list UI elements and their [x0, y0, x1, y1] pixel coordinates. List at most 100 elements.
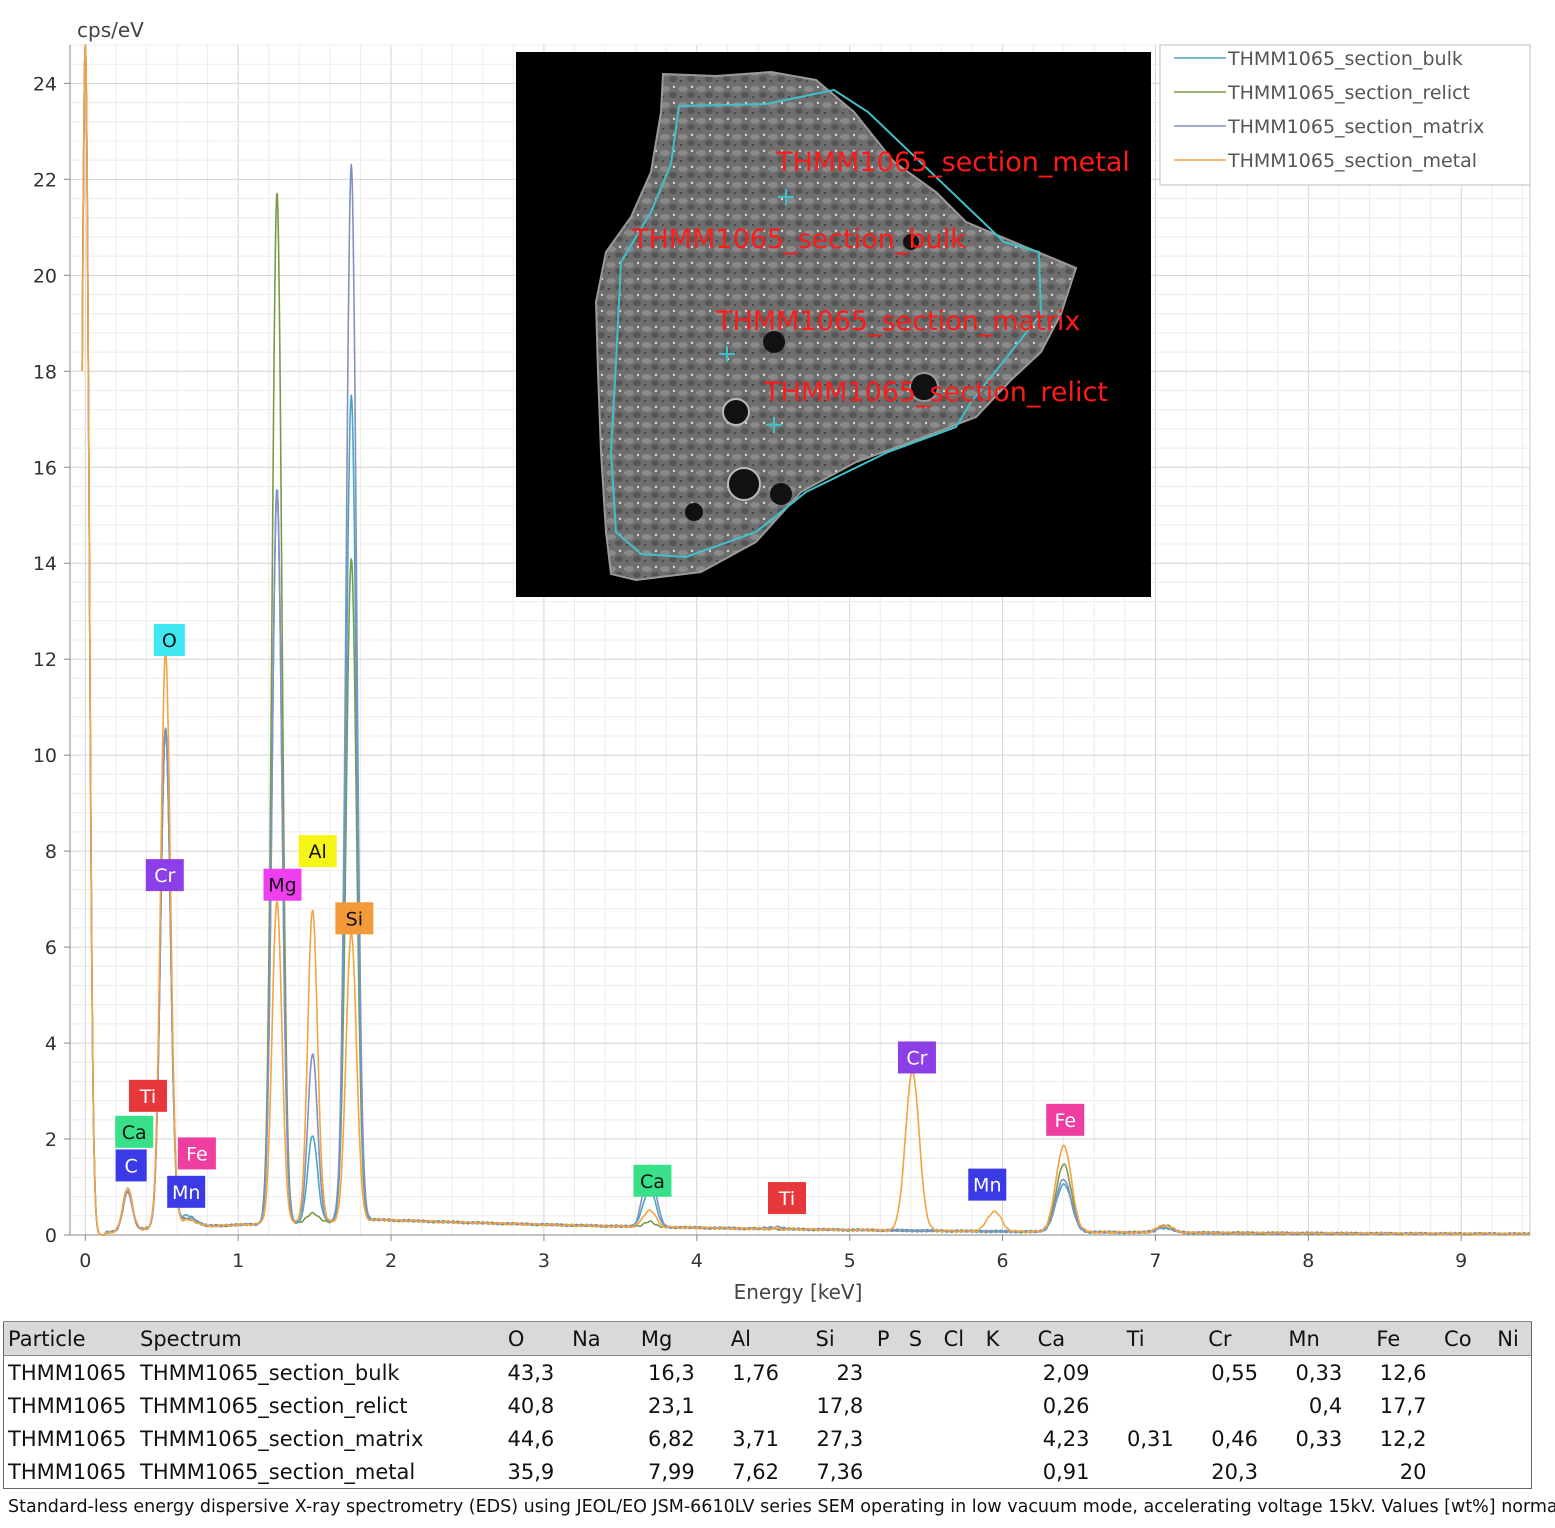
- cell-value: [867, 1389, 899, 1422]
- cell-value: [867, 1455, 900, 1489]
- peak-label-box: [263, 868, 302, 901]
- cell-value: 6,82: [648, 1426, 695, 1451]
- peak-label-text: O: [162, 630, 177, 652]
- x-tick-label: 6: [997, 1250, 1009, 1272]
- x-tick-label: 7: [1149, 1250, 1161, 1272]
- cell-value: 43,3: [507, 1360, 555, 1385]
- pore: [727, 467, 761, 501]
- peak-label-mn: Mn: [968, 1168, 1007, 1201]
- legend-entry: THMM1065_section_bulk: [1174, 48, 1463, 70]
- peak-labels: O Cr Ti Ca C Fe Mn Mg Al Si Ca Ti Cr Mn Fe: [115, 624, 1085, 1215]
- pore: [763, 331, 785, 353]
- header-si: Si: [783, 1321, 868, 1356]
- x-tick-label: 9: [1455, 1250, 1467, 1272]
- header-ca: Ca: [1009, 1321, 1094, 1356]
- pore: [722, 398, 750, 426]
- cell-value: 44,6: [507, 1426, 555, 1451]
- x-tick-label: 4: [691, 1250, 703, 1272]
- cell-value: 23: [836, 1360, 864, 1385]
- cell-value: [867, 1356, 899, 1390]
- y-tick-label: 4: [45, 1033, 57, 1055]
- inset-label-matrix: THMM1065_section_matrix: [716, 306, 1081, 337]
- header-mn: Mn: [1261, 1321, 1347, 1356]
- peak-label-ti: Ti: [768, 1182, 807, 1215]
- y-tick-label: 16: [33, 457, 57, 479]
- y-tick-label: 22: [33, 169, 57, 191]
- inset-label-relict: THMM1065_section_relict: [764, 377, 1108, 408]
- cell-value: [699, 1389, 783, 1422]
- cell-spectrum: THMM1065_section_relict: [140, 1393, 408, 1418]
- peak-label-text: C: [125, 1155, 138, 1177]
- peak-label-text: Fe: [186, 1143, 208, 1165]
- legend-entry: THMM1065_section_relict: [1174, 82, 1470, 104]
- cell-value: 0,55: [1211, 1360, 1258, 1385]
- legend-entry: THMM1065_section_matrix: [1174, 116, 1484, 138]
- particle-shape: [594, 70, 1078, 582]
- table-row: THMM1065 THMM1065_section_relict 40,8 23,1 1…: [4, 1389, 1532, 1422]
- header-spectrum: Spectrum: [136, 1321, 474, 1356]
- peak-label-mg: Mg: [263, 868, 302, 901]
- peak-label-box: [1046, 1103, 1085, 1136]
- cell-value: [1093, 1356, 1177, 1390]
- cell-value: [976, 1389, 1010, 1422]
- peak-label-box: [633, 1164, 672, 1197]
- pore: [685, 503, 703, 521]
- cell-value: [558, 1455, 615, 1489]
- cell-particle: THMM1065: [8, 1360, 127, 1385]
- cell-value: 0,33: [1295, 1360, 1343, 1385]
- cell-value: 20,3: [1177, 1455, 1262, 1489]
- cell-value: 1,76: [732, 1360, 780, 1385]
- cell-value: [931, 1455, 976, 1489]
- header-mg: Mg: [614, 1321, 699, 1356]
- peak-label-box: [128, 1079, 167, 1112]
- peak-label-box: [153, 624, 185, 656]
- header-o: O: [474, 1321, 559, 1356]
- cell-value: 2,09: [1042, 1360, 1090, 1385]
- sem-particle-graphic: [594, 70, 1078, 582]
- cell-value: 0,46: [1211, 1426, 1258, 1451]
- header-particle: Particle: [3, 1321, 136, 1356]
- cell-spectrum: THMM1065_section_matrix: [140, 1426, 424, 1451]
- peak-label-box: [167, 1175, 206, 1208]
- peak-label-text: Mn: [172, 1182, 200, 1204]
- peak-label-ti: Ti: [128, 1079, 167, 1112]
- cell-value: [932, 1389, 976, 1422]
- cell-value: 7,36: [783, 1455, 868, 1489]
- peak-label-text: Al: [309, 841, 327, 863]
- legend-label: THMM1065_section_metal: [1227, 150, 1477, 172]
- peak-label-box: [335, 902, 374, 935]
- legend: THMM1065_section_bulk THMM1065_section_re…: [1159, 44, 1531, 186]
- cell-value: [1261, 1455, 1347, 1489]
- cell-value: 0,33: [1295, 1426, 1343, 1451]
- cell-value: [976, 1422, 1010, 1455]
- y-tick-label: 2: [45, 1129, 57, 1151]
- cell-value: [1178, 1389, 1262, 1422]
- cell-value: [1430, 1356, 1485, 1390]
- inset-label-metal: THMM1065_section_metal: [776, 147, 1130, 178]
- inset-label-bulk: THMM1065_section_bulk: [632, 224, 966, 255]
- cell-value: 27,3: [816, 1426, 864, 1451]
- cross-marker-metal: [778, 189, 794, 205]
- peak-label-al: Al: [298, 835, 337, 868]
- legend-label: THMM1065_section_relict: [1227, 82, 1470, 104]
- eds-spectrum-chart: 0 1 2 3 4 5 6 7 8 9 0 2 4 6 8 10 12 14 16 18 20 22 24 O Cr Ti Ca C…: [33, 18, 1531, 1304]
- header-cl: Cl: [931, 1321, 976, 1356]
- cell-particle: THMM1065: [8, 1426, 127, 1451]
- y-tick-label: 18: [33, 361, 57, 383]
- series-line-THMM1065_section_metal: [81, 44, 1530, 1236]
- cell-value: [899, 1389, 932, 1422]
- cell-value: [1093, 1455, 1178, 1489]
- peak-label-text: Ti: [139, 1086, 156, 1108]
- cell-value: [1485, 1422, 1531, 1455]
- peak-label-box: [968, 1168, 1007, 1201]
- header-ni: Ni: [1485, 1321, 1532, 1356]
- peak-label-text: Cr: [906, 1047, 927, 1069]
- cell-value: 0,31: [1126, 1426, 1174, 1451]
- header-al: Al: [698, 1321, 784, 1356]
- cell-value: [867, 1422, 899, 1455]
- cell-value: [899, 1356, 932, 1390]
- y-tick-label: 6: [45, 937, 57, 959]
- peak-label-o: O: [153, 624, 185, 656]
- header-ti: Ti: [1093, 1321, 1178, 1356]
